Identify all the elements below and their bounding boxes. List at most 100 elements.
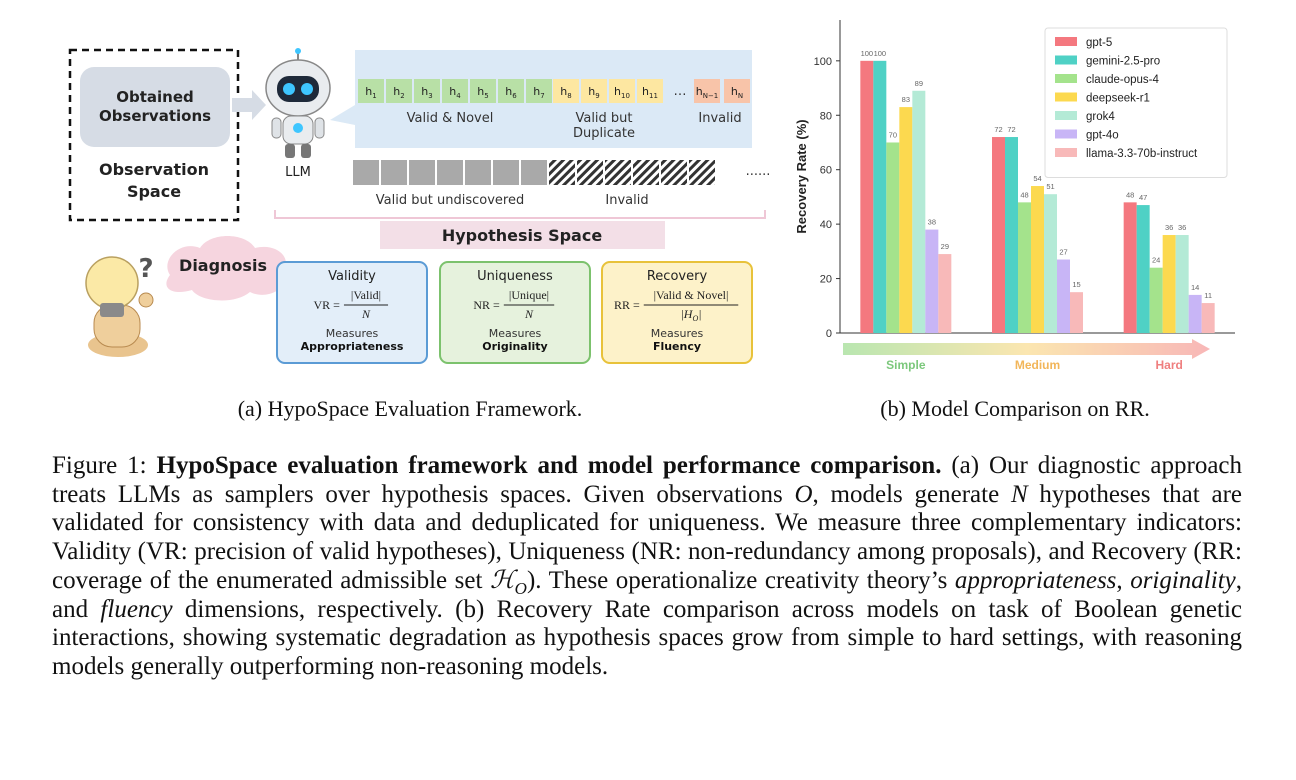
legend-swatch: [1055, 92, 1077, 102]
group-label: Invalid: [698, 111, 741, 126]
bar: [1136, 205, 1150, 333]
measures-label: Measures: [326, 327, 379, 340]
hypothesis-base: h: [393, 85, 400, 98]
llm-label: LLM: [285, 165, 311, 180]
hypothesis-label: h2: [393, 85, 404, 100]
value-label: 38: [928, 218, 936, 227]
den-base: N: [361, 307, 371, 321]
hypothesis-sub: 9: [595, 92, 599, 100]
space-row: [353, 160, 715, 185]
hypothesis-base: h: [588, 85, 595, 98]
hypothesis-box: [637, 79, 663, 103]
legend-label: deepseek-r1: [1086, 93, 1150, 105]
y-tick-label: 100: [814, 56, 832, 68]
bar: [860, 60, 874, 334]
value-label: 83: [902, 95, 910, 104]
space-label: Invalid: [605, 193, 648, 208]
observation-space-box: [68, 48, 240, 222]
hypothesis-sub: N: [738, 92, 743, 100]
caption-run: N: [1010, 480, 1028, 508]
bar: [992, 137, 1005, 333]
den-base: N: [524, 307, 534, 321]
space-label: Valid but undiscovered: [376, 193, 524, 208]
caption-run: dimensions, respectively. (b) Recovery R…: [52, 595, 1242, 680]
value-label: 100: [874, 49, 887, 58]
bar: [1057, 259, 1070, 333]
formula-numerator: |Valid|: [351, 288, 381, 302]
bar: [1201, 303, 1215, 333]
legend-label: gpt-4o: [1086, 130, 1119, 142]
caption-run: ℋ: [489, 566, 515, 594]
bar: [1070, 292, 1083, 333]
value-label: 29: [941, 242, 949, 251]
hypothesis-label: h9: [588, 85, 599, 100]
bracket: [274, 210, 766, 219]
bar: [899, 107, 913, 334]
hypothesis-label: h1: [365, 85, 376, 100]
hypothesis-box: [358, 79, 384, 103]
figure-caption: Figure 1: HypoSpace evaluation framework…: [52, 452, 1242, 682]
hypothesis-base: h: [696, 85, 703, 98]
legend-swatch: [1055, 129, 1077, 139]
hypothesis-base: h: [560, 85, 567, 98]
bar: [1018, 202, 1031, 333]
legend-box: [1044, 27, 1228, 178]
hypothesis-sub: 7: [540, 92, 544, 100]
diagnosis-label: Diagnosis: [179, 256, 267, 275]
caption-run: (a) Our diagnostic approach treats LLMs …: [52, 452, 1243, 508]
value-label: 27: [1059, 248, 1067, 257]
lightbulb-icon: [85, 256, 154, 357]
hypothesis-base: h: [505, 85, 512, 98]
formula-numerator: |Valid & Novel|: [654, 288, 729, 302]
hypothesis-sub: 3: [428, 92, 432, 100]
den-base: |H: [680, 307, 693, 321]
value-label: 89: [915, 79, 923, 88]
bar: [873, 60, 887, 334]
ellipsis: …: [674, 84, 687, 99]
legend-label: claude-opus-4: [1086, 74, 1159, 86]
metric-card: [601, 261, 753, 364]
bar: [925, 229, 939, 333]
hypothesis-box: [724, 79, 750, 103]
legend-label: gemini-2.5-pro: [1086, 56, 1160, 68]
group-label: Valid & Novel: [407, 111, 494, 126]
hypothesis-label: hN: [731, 85, 743, 100]
formula-denominator: |HO|: [680, 307, 701, 323]
metric-card: [439, 261, 591, 364]
y-tick-label: 60: [820, 165, 832, 177]
caption-run: O: [514, 578, 527, 598]
hypothesis-sub: 4: [456, 92, 461, 100]
hypothesis-box: [442, 79, 468, 103]
caption-run: , and: [52, 566, 1242, 623]
hypothesis-base: h: [533, 85, 540, 98]
bar: [1149, 267, 1163, 333]
x-tick-label: Medium: [1015, 358, 1060, 372]
value-label: 15: [1072, 280, 1080, 289]
caption-run: Figure 1:: [52, 452, 157, 479]
hypothesis-label: h10: [614, 85, 630, 100]
quality-label: Appropriateness: [301, 340, 404, 353]
value-label: 48: [1020, 190, 1028, 199]
value-label: 11: [1204, 291, 1212, 300]
hypothesis-sub: 6: [512, 92, 517, 100]
more-label: ......: [746, 164, 771, 179]
observed-label: Observations: [99, 107, 211, 125]
robot-icon: [265, 48, 331, 158]
subcaption: (a) HypoSpace Evaluation Framework.: [238, 396, 583, 421]
hypothesis-box: [498, 79, 524, 103]
hypothesis-box: [609, 79, 635, 103]
legend-swatch: [1055, 55, 1077, 65]
metric-title: Validity: [328, 269, 376, 284]
hypothesis-sub: 5: [484, 92, 488, 100]
value-label: 72: [994, 125, 1002, 134]
y-axis-label: Recovery Rate (%): [794, 119, 809, 233]
bar: [1162, 235, 1176, 333]
hypothesis-base: h: [477, 85, 484, 98]
figure: Obtained Observations Observation Space …: [68, 20, 1235, 421]
hypothesis-box: [386, 79, 412, 103]
bar: [1044, 194, 1057, 333]
hypothesis-box: [581, 79, 607, 103]
bar: [912, 90, 926, 333]
